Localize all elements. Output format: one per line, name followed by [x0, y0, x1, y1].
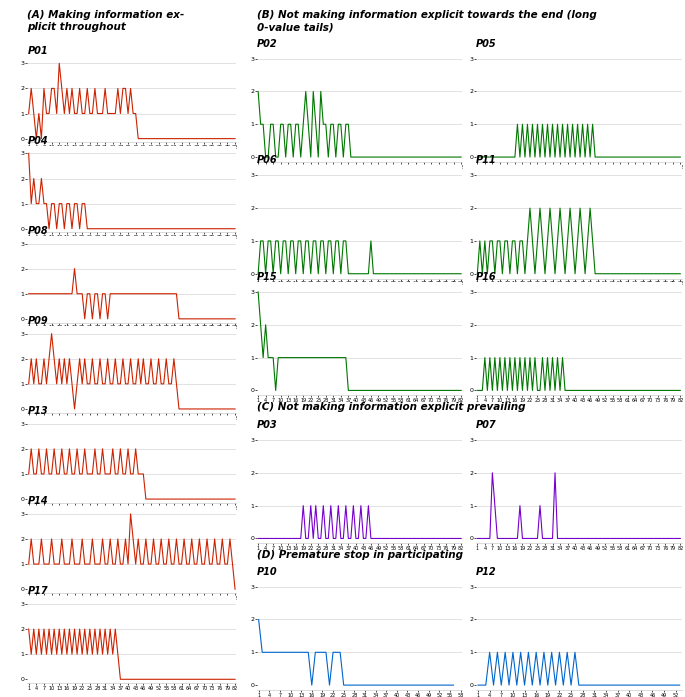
Text: P12: P12 — [476, 567, 497, 576]
Text: P11: P11 — [476, 155, 497, 165]
Text: P06: P06 — [257, 155, 277, 165]
Text: P17: P17 — [27, 586, 48, 597]
Text: P03: P03 — [257, 420, 277, 430]
Text: P05: P05 — [476, 39, 497, 49]
Text: (C) Not making information explicit prevailing: (C) Not making information explicit prev… — [257, 402, 525, 413]
Text: P01: P01 — [27, 46, 48, 56]
Text: P02: P02 — [257, 39, 277, 49]
Text: P09: P09 — [27, 316, 48, 326]
Text: (A) Making information ex-
plicit throughout: (A) Making information ex- plicit throug… — [27, 10, 185, 32]
Text: P16: P16 — [476, 272, 497, 282]
Text: P14: P14 — [27, 496, 48, 506]
Text: P10: P10 — [257, 567, 277, 576]
Text: (B) Not making information explicit towards the end (long
0-value tails): (B) Not making information explicit towa… — [257, 10, 597, 32]
Text: P08: P08 — [27, 226, 48, 236]
Text: P13: P13 — [27, 406, 48, 416]
Text: (D) Premature stop in participating: (D) Premature stop in participating — [257, 551, 463, 560]
Text: P15: P15 — [257, 272, 277, 282]
Text: P04: P04 — [27, 136, 48, 146]
Text: P07: P07 — [476, 420, 497, 430]
